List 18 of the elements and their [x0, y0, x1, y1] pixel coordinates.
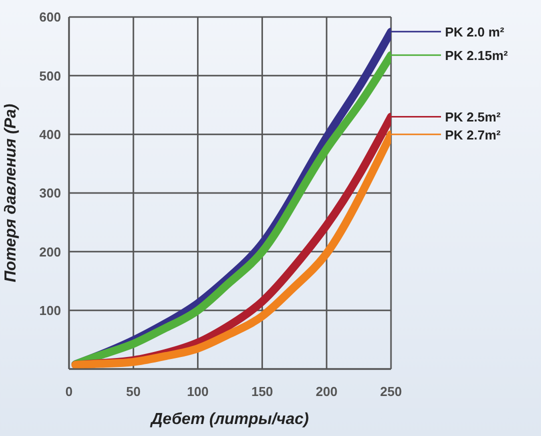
legend-label: PK 2.5m²: [445, 110, 502, 125]
x-tick-label: 200: [316, 384, 338, 400]
legend-label: PK 2.0 m²: [445, 24, 505, 40]
y-axis-title: Потеря давления (Pa): [2, 104, 20, 282]
x-tick-label: 100: [186, 384, 209, 400]
y-tick-label: 400: [39, 126, 61, 142]
x-tick-label: 250: [380, 384, 402, 400]
x-tick-label: 150: [251, 384, 274, 400]
x-tick-label: 50: [126, 384, 141, 400]
y-tick-label: 500: [39, 68, 61, 84]
y-tick-label: 300: [39, 186, 61, 201]
y-tick-label: 600: [39, 10, 61, 25]
legend-label: PK 2.15m²: [445, 48, 509, 64]
legend-label: PK 2.7m²: [445, 127, 502, 142]
x-axis-title: Дебет (литры/час): [149, 411, 309, 428]
y-tick-label: 100: [39, 302, 61, 318]
y-tick-label: 200: [39, 244, 61, 260]
x-tick-label: 0: [65, 384, 73, 400]
